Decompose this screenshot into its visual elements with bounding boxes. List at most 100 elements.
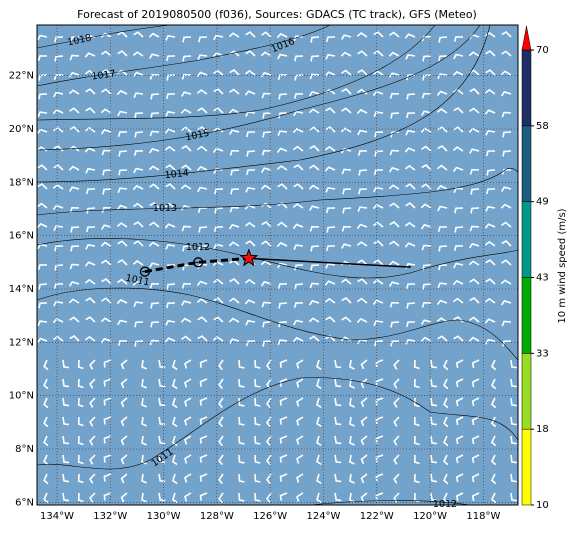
wind-barb xyxy=(500,203,512,209)
wind-barb xyxy=(117,319,128,326)
wind-barb xyxy=(133,167,144,174)
wind-barb xyxy=(373,169,384,175)
wind-barb xyxy=(484,31,496,38)
wind-barb xyxy=(443,378,449,390)
wind-barb xyxy=(349,454,355,465)
wind-barb xyxy=(420,223,432,230)
wind-barb xyxy=(277,74,288,80)
wind-barb xyxy=(238,492,245,502)
wind-barb xyxy=(277,262,288,269)
wind-barb xyxy=(43,359,49,371)
wind-barb xyxy=(132,280,144,286)
wind-barb xyxy=(294,74,304,81)
wind-barb xyxy=(141,397,147,408)
wind-barb xyxy=(164,145,176,152)
wind-barb xyxy=(148,241,160,247)
wind-barb xyxy=(218,435,224,447)
wind-barb xyxy=(84,147,96,153)
wind-barb xyxy=(228,108,240,114)
wind-barb xyxy=(265,492,272,504)
wind-barb xyxy=(360,397,368,408)
wind-barb xyxy=(356,223,368,230)
wind-barb xyxy=(133,31,144,38)
wind-barb xyxy=(68,280,80,287)
wind-barb xyxy=(389,240,400,247)
wind-barb xyxy=(244,90,256,96)
wind-barb xyxy=(316,378,322,390)
wind-barb xyxy=(238,416,245,426)
wind-barb xyxy=(198,36,208,43)
wind-barb xyxy=(341,107,352,114)
wind-barb xyxy=(62,435,70,445)
wind-barb xyxy=(133,221,144,228)
wind-barb xyxy=(120,435,128,446)
wind-barb xyxy=(184,454,192,464)
wind-barb xyxy=(117,31,128,38)
wind-barb xyxy=(430,492,438,502)
wind-barb xyxy=(341,316,352,323)
wind-barb xyxy=(218,492,224,504)
wind-barb xyxy=(117,340,128,346)
x-tick-label: 120°W xyxy=(413,511,447,522)
wind-barb xyxy=(501,31,512,38)
wind-barb xyxy=(308,90,320,97)
wind-barb xyxy=(180,108,192,114)
wind-barb xyxy=(89,435,96,446)
wind-barb xyxy=(501,320,512,327)
wind-barb xyxy=(510,378,517,388)
wind-barb xyxy=(166,283,176,290)
wind-barb xyxy=(372,279,384,285)
wind-barb xyxy=(134,112,144,119)
wind-barb xyxy=(375,435,384,444)
wind-barb xyxy=(77,359,84,370)
wind-barb xyxy=(437,164,448,171)
wind-barb xyxy=(36,222,48,229)
wind-barb xyxy=(62,492,70,502)
wind-barb xyxy=(393,473,400,484)
wind-barb xyxy=(70,36,80,43)
wind-barb xyxy=(149,262,160,268)
wind-barb xyxy=(116,204,128,211)
wind-barb xyxy=(213,107,224,114)
wind-barb xyxy=(101,278,112,285)
wind-barb xyxy=(103,397,112,406)
wind-barb xyxy=(405,321,416,328)
wind-barb xyxy=(228,241,240,247)
wind-barb xyxy=(471,435,480,445)
wind-barb xyxy=(102,169,112,176)
wind-barb xyxy=(340,127,352,133)
wind-barb xyxy=(470,207,480,214)
wind-barb xyxy=(77,435,84,446)
wind-barb xyxy=(421,244,432,251)
wind-barb xyxy=(197,207,208,213)
wind-barb xyxy=(278,93,288,100)
isobar xyxy=(309,500,471,506)
wind-barb xyxy=(510,397,517,407)
wind-barb xyxy=(84,52,96,58)
wind-barb xyxy=(325,245,336,252)
wind-barb xyxy=(389,31,400,38)
wind-barb xyxy=(117,259,128,266)
wind-barb xyxy=(510,473,517,483)
isobar xyxy=(36,287,519,361)
wind-barb xyxy=(117,240,128,247)
wind-barb xyxy=(405,283,416,290)
wind-barb xyxy=(310,245,320,252)
isobar-label: 1012 xyxy=(186,242,210,253)
wind-barb xyxy=(389,301,400,308)
wind-barb xyxy=(308,317,320,323)
wind-barb xyxy=(100,128,112,135)
y-tick-label: 8°N xyxy=(15,444,34,455)
wind-barb xyxy=(69,107,80,114)
wind-barb xyxy=(375,359,384,368)
wind-barb xyxy=(261,167,272,173)
wind-barb xyxy=(53,300,64,307)
wind-barb xyxy=(309,145,320,152)
y-tick-label: 12°N xyxy=(9,337,34,348)
wind-barb xyxy=(430,435,438,445)
wind-barb xyxy=(341,297,352,304)
wind-barb xyxy=(341,225,352,232)
wind-barb xyxy=(325,207,336,214)
wind-barb xyxy=(165,110,176,117)
wind-barb xyxy=(265,359,272,371)
